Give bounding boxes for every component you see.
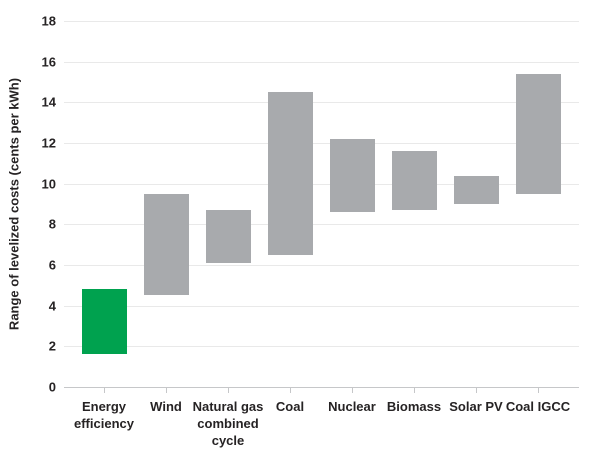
bar-energy-efficiency [81, 289, 127, 355]
x-label-biomass: Biomass [359, 398, 469, 415]
y-tick-label-14: 14 [41, 94, 56, 110]
x-label-coal: Coal [235, 398, 345, 415]
bar-natural-gas-combined-cycle [205, 210, 251, 263]
gridline-10 [64, 183, 579, 185]
x-tick-1 [166, 388, 167, 393]
x-label-natural-gas-combined-cycle: Natural gas combined cycle [173, 398, 283, 449]
x-tick-label-line: efficiency [74, 416, 134, 431]
bar-coal-igcc [515, 73, 561, 194]
x-tick-5 [414, 388, 415, 393]
x-tick-7 [538, 388, 539, 393]
y-tick-label-2: 2 [48, 338, 56, 354]
x-tick-label-line: Coal IGCC [505, 399, 571, 414]
gridline-6 [64, 265, 579, 266]
x-tick-3 [290, 388, 291, 393]
bar-solar-pv [453, 175, 499, 204]
y-tick-label-18: 18 [41, 13, 56, 29]
gridline-8 [64, 224, 579, 226]
x-label-solar-pv: Solar PV [421, 398, 531, 415]
y-tick-label-12: 12 [41, 135, 56, 151]
gridline-18 [64, 21, 579, 22]
gridline-4 [64, 305, 579, 307]
gridline-16 [64, 61, 579, 63]
x-axis-line [64, 386, 579, 388]
y-tick-label-10: 10 [41, 176, 56, 192]
x-axis-category-labels: Energy efficiency Wind Natural gas combined c… [64, 398, 579, 454]
y-tick-label-8: 8 [48, 216, 56, 232]
y-tick-label-4: 4 [48, 298, 56, 314]
gridline-12 [64, 143, 579, 144]
x-tick-label-line: Wind [150, 399, 182, 414]
x-axis-ticks [64, 388, 579, 393]
gridline-2 [64, 346, 579, 348]
x-tick-4 [352, 388, 353, 393]
x-tick-label-line: cycle [211, 433, 245, 448]
x-label-coal-igcc: Coal IGCC [483, 398, 593, 415]
x-tick-label-line: Energy [81, 399, 127, 414]
x-tick-2 [228, 388, 229, 393]
y-axis-title: Range of levelized costs (cents per kWh) [6, 77, 22, 331]
x-tick-label-line: Biomass [386, 399, 442, 414]
bar-coal [267, 92, 313, 255]
plot-area [64, 21, 579, 388]
x-tick-label-line: Natural gas [192, 399, 264, 414]
x-tick-0 [104, 388, 105, 393]
bar-wind [143, 193, 189, 296]
y-tick-label-6: 6 [48, 257, 56, 273]
x-label-nuclear: Nuclear [297, 398, 407, 415]
y-tick-label-0: 0 [48, 379, 56, 395]
x-label-energy-efficiency: Energy efficiency [49, 398, 159, 432]
gridline-14 [64, 102, 579, 104]
x-tick-label-line: Solar PV [449, 399, 503, 414]
x-label-wind: Wind [111, 398, 221, 415]
y-tick-label-16: 16 [41, 54, 56, 70]
bar-nuclear [329, 138, 375, 213]
x-tick-label-line: Nuclear [328, 399, 376, 414]
x-tick-label-line: combined [197, 416, 259, 431]
bar-biomass [391, 151, 437, 211]
x-tick-6 [476, 388, 477, 393]
x-tick-label-line: Coal [275, 399, 305, 414]
